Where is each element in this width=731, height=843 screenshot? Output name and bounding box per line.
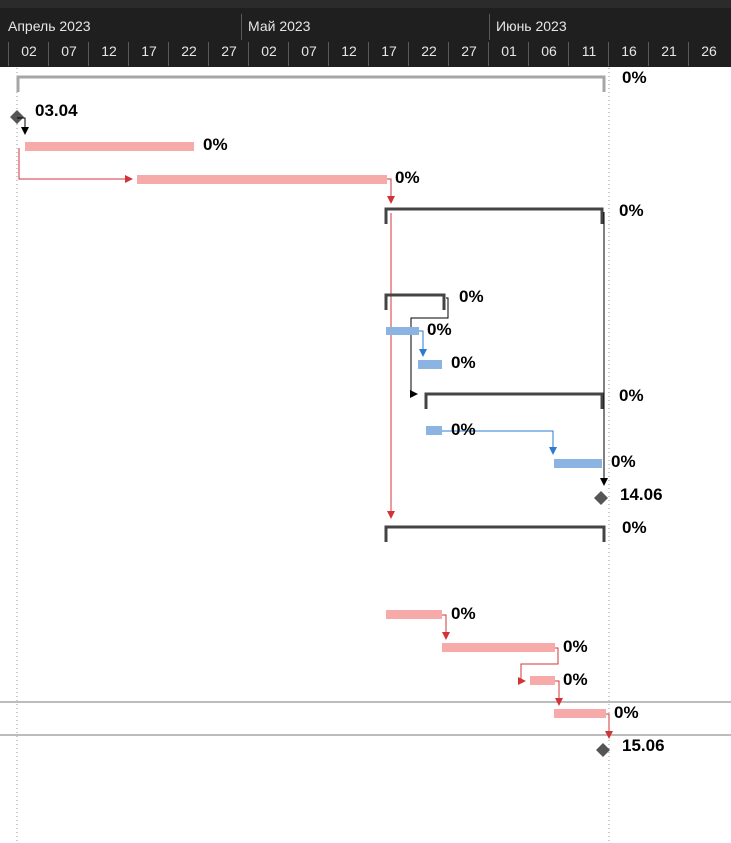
day-label: 06 [541,43,557,59]
day-label: 27 [221,43,237,59]
day-separator [528,42,529,66]
day-label: 17 [381,43,397,59]
day-separator [248,42,249,66]
day-separator [608,42,609,66]
summary-3-percent: 0% [459,287,484,306]
day-separator [48,42,49,66]
day-label: 02 [261,43,277,59]
task-4-percent: 0% [451,353,476,372]
task-bar-4[interactable] [418,360,442,369]
task-bar-8[interactable] [442,643,555,652]
day-separator [8,42,9,66]
day-separator [128,42,129,66]
day-separator [168,42,169,66]
link-task5-to-task6 [442,430,557,455]
month-label-june: Июнь 2023 [496,18,567,34]
day-label: 12 [101,43,117,59]
day-label: 16 [621,43,637,59]
task-3-percent: 0% [427,320,452,339]
day-separator [688,42,689,66]
task-bar-10[interactable] [554,709,606,718]
link-milestone-to-task1 [17,117,29,135]
day-label: 01 [501,43,517,59]
milestone-end-date: 15.06 [622,736,665,755]
timescale-top-strip [0,0,731,8]
day-label: 22 [421,43,437,59]
task-8-percent: 0% [563,637,588,656]
task-2-percent: 0% [395,168,420,187]
link-task1-to-task2 [18,148,133,183]
task-5-percent: 0% [451,420,476,439]
project-summary-bar[interactable] [16,75,606,92]
task-bar-1[interactable] [25,142,194,151]
task-6-percent: 0% [611,452,636,471]
day-separator [328,42,329,66]
day-label: 21 [661,43,677,59]
day-separator [488,42,489,66]
day-separator [648,42,649,66]
day-label: 17 [141,43,157,59]
task-bar-5[interactable] [426,426,442,435]
day-separator [208,42,209,66]
day-label: 22 [181,43,197,59]
task-bar-9[interactable] [530,676,555,685]
day-separator [448,42,449,66]
task-9-percent: 0% [563,670,588,689]
summary-bar-2[interactable] [384,207,604,224]
summary-2-percent: 0% [619,201,644,220]
day-separator [568,42,569,66]
month-separator [489,14,490,40]
link-summary3-to-summary4 [410,297,449,398]
timescale-header: Апрель 2023 Май 2023 Июнь 2023 02 07 12 … [0,0,731,67]
day-separator [88,42,89,66]
link-task2-to-summary2 [387,178,395,204]
day-label: 07 [61,43,77,59]
day-label: 11 [581,43,597,59]
summary-bar-5[interactable] [384,525,606,542]
month-label-april: Апрель 2023 [8,18,91,34]
day-separator [408,42,409,66]
link-task10-to-milestone-end [605,713,613,739]
link-task9-to-task10 [555,680,563,706]
milestone-2-diamond[interactable] [594,491,608,505]
task-bar-6[interactable] [554,459,602,468]
link-task8-to-task9 [518,647,559,685]
month-separator [241,14,242,40]
task-7-percent: 0% [451,604,476,623]
task-1-percent: 0% [203,135,228,154]
day-label: 27 [461,43,477,59]
task-10-percent: 0% [614,703,639,722]
summary-4-percent: 0% [619,386,644,405]
milestone-2-date: 14.06 [620,485,663,504]
task-bar-2[interactable] [137,175,387,184]
summary-bar-4[interactable] [424,392,604,409]
summary-bar-3[interactable] [384,293,446,310]
task-bar-3[interactable] [386,327,419,335]
day-separator [368,42,369,66]
milestone-start-diamond[interactable] [10,110,24,124]
day-label: 26 [701,43,717,59]
day-label: 02 [21,43,37,59]
link-task7-to-task8 [442,614,450,640]
summary-project-percent: 0% [622,68,647,87]
task-bar-7[interactable] [386,610,442,619]
link-task3-to-task4 [419,330,427,357]
day-label: 07 [301,43,317,59]
month-label-may: Май 2023 [248,18,311,34]
milestone-end-diamond[interactable] [596,743,610,757]
day-separator [288,42,289,66]
milestone-start-date: 03.04 [35,101,78,120]
summary-5-percent: 0% [622,518,647,537]
day-label: 12 [341,43,357,59]
